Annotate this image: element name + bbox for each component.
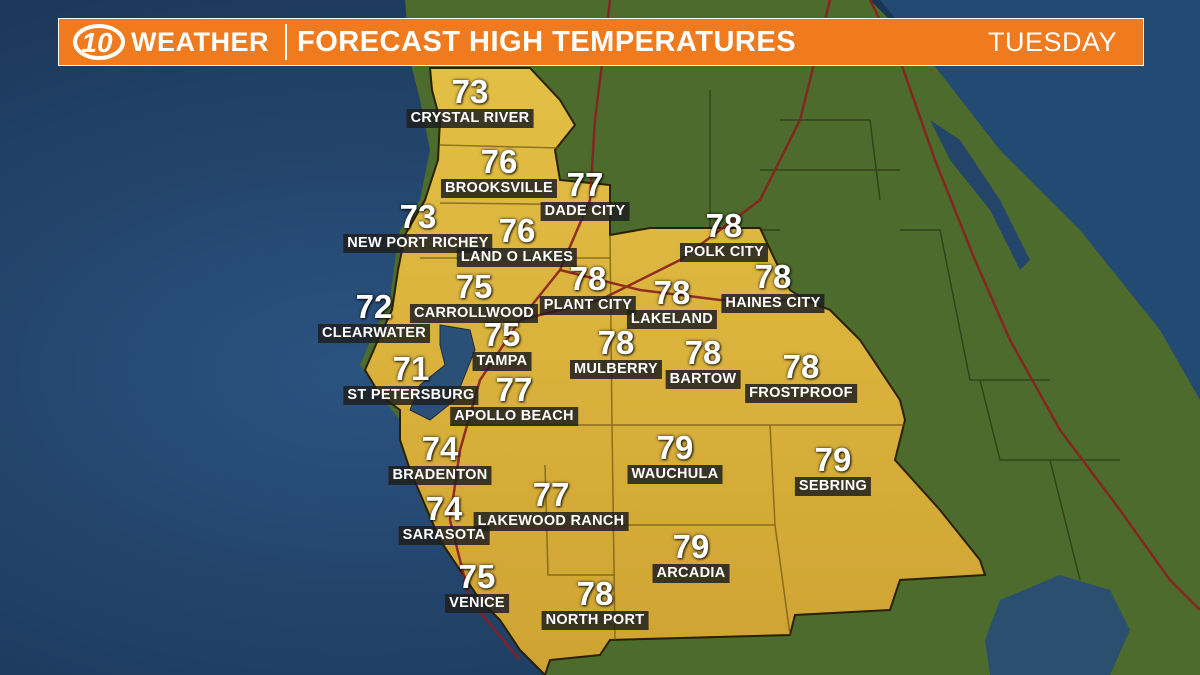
city-label: HAINES CITY bbox=[721, 294, 825, 313]
temperature: 71 bbox=[392, 350, 430, 387]
city-label: TAMPA bbox=[472, 352, 532, 371]
city-label: LAND O LAKES bbox=[456, 248, 578, 267]
temperature: 79 bbox=[814, 441, 852, 478]
temperature: 78 bbox=[653, 274, 691, 311]
city-label: CLEARWATER bbox=[318, 324, 430, 343]
city-label: NEW PORT RICHEY bbox=[343, 234, 493, 253]
city-label: PLANT CITY bbox=[539, 296, 637, 315]
city-label: LAKEWOOD RANCH bbox=[473, 512, 629, 531]
location-dade-city: 77 DADE CITY bbox=[540, 166, 630, 221]
location-bradenton: 74 BRADENTON bbox=[388, 430, 492, 485]
header-divider bbox=[285, 24, 287, 60]
location-mulberry: 78 MULBERRY bbox=[569, 324, 663, 379]
temperature: 78 bbox=[782, 348, 820, 385]
city-label: POLK CITY bbox=[679, 243, 769, 262]
location-haines-city: 78 HAINES CITY bbox=[721, 258, 825, 313]
temperature: 75 bbox=[483, 316, 521, 353]
location-plant-city: 78 PLANT CITY bbox=[539, 260, 637, 315]
location-wauchula: 79 WAUCHULA bbox=[627, 429, 723, 484]
temperature: 76 bbox=[498, 212, 536, 249]
location-apollo-beach: 77 APOLLO BEACH bbox=[450, 373, 578, 426]
temperature: 77 bbox=[566, 166, 604, 203]
temperature: 75 bbox=[458, 558, 496, 595]
location-north-port: 78 NORTH PORT bbox=[541, 575, 649, 630]
city-label: DADE CITY bbox=[540, 202, 630, 221]
location-brooksville: 76 BROOKSVILLE bbox=[440, 143, 558, 198]
header-title: FORECAST HIGH TEMPERATURES bbox=[297, 25, 797, 58]
lagoon bbox=[930, 120, 1030, 270]
temperature: 79 bbox=[656, 429, 694, 466]
location-carrollwood: 75 CARROLLWOOD bbox=[409, 268, 539, 323]
location-arcadia: 79 ARCADIA bbox=[652, 528, 730, 583]
temperature: 78 bbox=[684, 334, 722, 371]
location-new-port-richey: 73 NEW PORT RICHEY bbox=[343, 198, 493, 253]
location-sebring: 79 SEBRING bbox=[794, 441, 872, 496]
temperature: 74 bbox=[421, 430, 459, 467]
city-label: VENICE bbox=[445, 594, 509, 613]
temperature: 77 bbox=[532, 476, 570, 513]
city-label: BRADENTON bbox=[388, 466, 492, 485]
city-label: SARASOTA bbox=[398, 526, 490, 545]
location-bartow: 78 BARTOW bbox=[665, 334, 741, 389]
logo-10-icon: 10 bbox=[63, 22, 131, 62]
city-label: WAUCHULA bbox=[627, 465, 723, 484]
location-clearwater: 72 CLEARWATER bbox=[318, 290, 430, 343]
lake-okeechobee bbox=[985, 575, 1130, 675]
location-tampa: 75 TAMPA bbox=[472, 316, 532, 371]
temperature: 76 bbox=[480, 143, 518, 180]
temperature: 78 bbox=[569, 260, 607, 297]
location-st-petersburg: 71 ST PETERSBURG bbox=[343, 350, 479, 405]
city-label: NORTH PORT bbox=[541, 611, 649, 630]
city-label: APOLLO BEACH bbox=[450, 407, 578, 426]
city-label: BROOKSVILLE bbox=[440, 179, 558, 198]
location-lakewood-ranch: 77 LAKEWOOD RANCH bbox=[473, 476, 629, 531]
city-label: ARCADIA bbox=[652, 564, 730, 583]
city-label: ST PETERSBURG bbox=[343, 386, 479, 405]
temperature: 73 bbox=[451, 73, 489, 110]
temperature: 79 bbox=[672, 528, 710, 565]
city-label: MULBERRY bbox=[569, 360, 663, 379]
atlantic-water bbox=[880, 0, 1200, 400]
location-lakeland: 78 LAKELAND bbox=[626, 274, 718, 329]
temperature: 77 bbox=[495, 371, 533, 408]
city-label: CARROLLWOOD bbox=[409, 304, 539, 323]
temperature: 72 bbox=[355, 288, 393, 325]
temperature: 78 bbox=[576, 575, 614, 612]
brand-name: WEATHER bbox=[131, 26, 269, 57]
city-label: BARTOW bbox=[665, 370, 741, 389]
temperature: 73 bbox=[399, 198, 437, 235]
location-polk-city: 78 POLK CITY bbox=[679, 207, 769, 262]
header-bar: 10 WEATHER FORECAST HIGH TEMPERATURES TU… bbox=[58, 18, 1144, 66]
temperature: 78 bbox=[597, 324, 635, 361]
forecast-day: TUESDAY bbox=[987, 26, 1117, 57]
logo-number: 10 bbox=[81, 27, 113, 58]
location-crystal-river: 73 CRYSTAL RIVER bbox=[406, 73, 534, 128]
city-label: CRYSTAL RIVER bbox=[406, 109, 534, 128]
location-venice: 75 VENICE bbox=[445, 560, 509, 613]
temperature: 78 bbox=[754, 258, 792, 295]
city-label: LAKELAND bbox=[626, 310, 718, 329]
location-sarasota: 74 SARASOTA bbox=[398, 490, 490, 545]
temperature: 75 bbox=[455, 268, 493, 305]
temperature: 74 bbox=[425, 490, 463, 527]
city-label: FROSTPROOF bbox=[745, 384, 857, 403]
city-label: SEBRING bbox=[794, 477, 872, 496]
location-land-o-lakes: 76 LAND O LAKES bbox=[456, 212, 578, 267]
station-logo: 10 WEATHER bbox=[59, 19, 275, 65]
temperature: 78 bbox=[705, 207, 743, 244]
location-frostproof: 78 FROSTPROOF bbox=[745, 350, 857, 403]
